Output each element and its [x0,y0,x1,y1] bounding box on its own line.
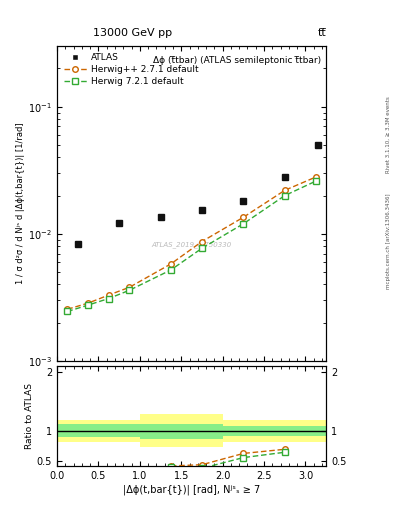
Legend: ATLAS, Herwig++ 2.7.1 default, Herwig 7.2.1 default: ATLAS, Herwig++ 2.7.1 default, Herwig 7.… [61,51,202,89]
X-axis label: |Δϕ(t,bar{t})| [rad], Nʲˢₛ ≥ 7: |Δϕ(t,bar{t})| [rad], Nʲˢₛ ≥ 7 [123,485,260,496]
Text: 13000 GeV pp: 13000 GeV pp [93,28,172,38]
Y-axis label: 1 / σ d²σ / d Nʲˢ d |Δϕ(t,bar{t})| [1/rad]: 1 / σ d²σ / d Nʲˢ d |Δϕ(t,bar{t})| [1/ra… [17,123,26,284]
Y-axis label: Ratio to ATLAS: Ratio to ATLAS [25,383,34,449]
Text: Δϕ (t̅tbar) (ATLAS semileptonic t̅tbar): Δϕ (t̅tbar) (ATLAS semileptonic t̅tbar) [153,55,321,65]
Text: tt̅: tt̅ [318,28,326,38]
Text: mcplots.cern.ch [arXiv:1306.3436]: mcplots.cern.ch [arXiv:1306.3436] [386,194,391,289]
Text: Rivet 3.1.10, ≥ 3.3M events: Rivet 3.1.10, ≥ 3.3M events [386,96,391,173]
Text: ATLAS_2019_I1750330: ATLAS_2019_I1750330 [151,241,232,248]
